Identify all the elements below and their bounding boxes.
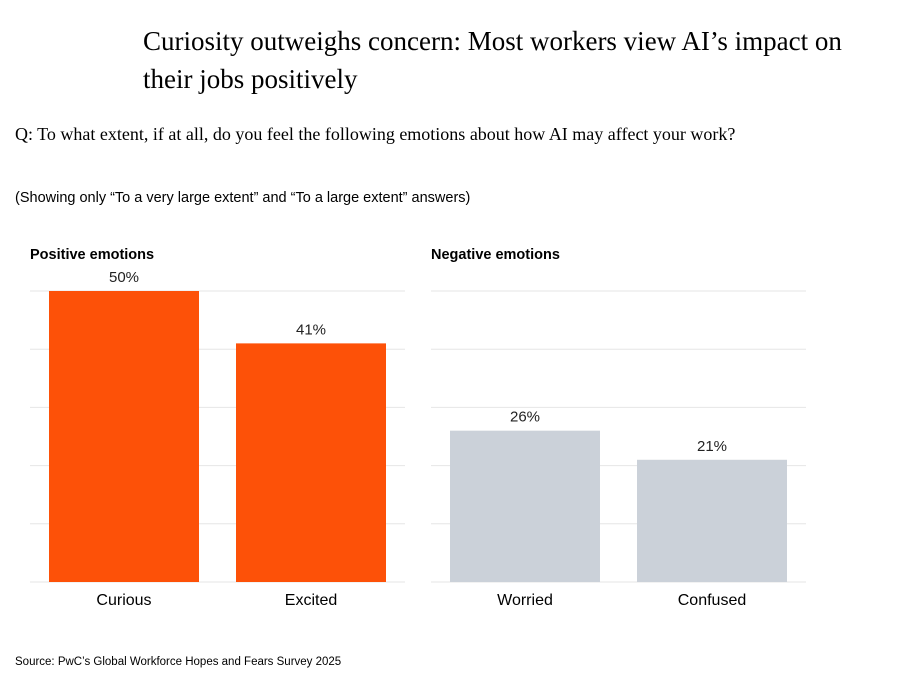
- survey-question: Q: To what extent, if at all, do you fee…: [15, 124, 736, 144]
- category-label: Worried: [497, 592, 553, 609]
- source-note: Source: PwC’s Global Workforce Hopes and…: [15, 656, 342, 668]
- data-label: 26%: [510, 409, 540, 426]
- chart-title: Curiosity outweighs concern: Most worker…: [143, 26, 842, 94]
- panel-title: Positive emotions: [30, 247, 154, 263]
- data-label: 21%: [697, 438, 727, 455]
- category-label: Excited: [285, 592, 337, 609]
- chart-note: (Showing only “To a very large extent” a…: [15, 190, 471, 206]
- bar-worried: [450, 430, 600, 582]
- bar-excited: [236, 343, 386, 582]
- category-label: Confused: [678, 592, 747, 609]
- bar-curious: [49, 291, 199, 582]
- bar-confused: [637, 459, 787, 582]
- data-label: 50%: [109, 269, 139, 286]
- panel-title: Negative emotions: [431, 247, 560, 263]
- data-label: 41%: [296, 321, 326, 338]
- category-label: Curious: [96, 592, 151, 609]
